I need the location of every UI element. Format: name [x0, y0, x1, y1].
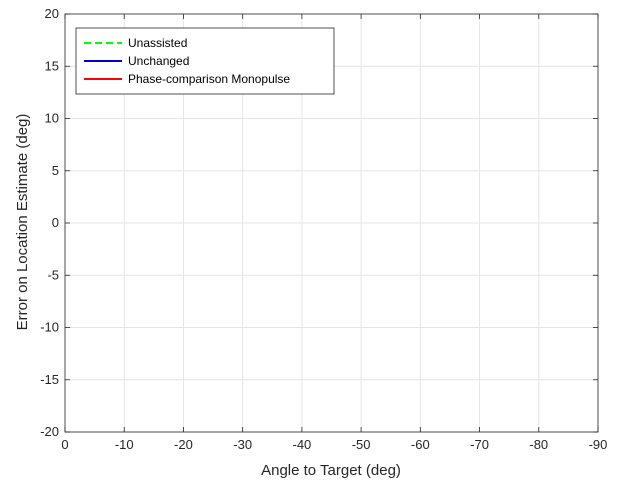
y-tick-label: 20 — [45, 6, 59, 21]
tick-labels: 0 -10 -20 -30 -40 -50 -60 -70 -80 -90-20-15-10-50… — [40, 6, 607, 452]
ticks — [64, 13, 599, 433]
x-tick-label: -70 — [470, 437, 489, 452]
legend-label-unchanged: Unchanged — [128, 54, 189, 68]
y-tick-label: -20 — [40, 424, 59, 439]
x-tick-label: -40 — [292, 437, 311, 452]
x-axis-label: Angle to Target (deg) — [261, 462, 401, 479]
series-layer — [65, 221, 66, 229]
x-tick-label: -50 — [352, 437, 371, 452]
x-tick-label: 0 — [61, 437, 68, 452]
legend-label-monopulse: Phase-comparison Monopulse — [128, 72, 290, 86]
x-tick-label: -10 — [115, 437, 134, 452]
y-tick-label: 5 — [52, 163, 59, 178]
y-tick-label: -10 — [40, 320, 59, 335]
y-tick-label: 10 — [45, 111, 59, 126]
x-tick-label: -20 — [174, 437, 193, 452]
x-tick-label: -30 — [233, 437, 252, 452]
y-tick-label: 15 — [45, 58, 59, 73]
y-tick-label: -5 — [47, 267, 59, 282]
legend-label-unassisted: Unassisted — [128, 36, 187, 50]
x-tick-label: -90 — [589, 437, 608, 452]
x-tick-label: -60 — [411, 437, 430, 452]
x-tick-label: -80 — [529, 437, 548, 452]
legend: Unassisted Unchanged Phase-comparison Mo… — [75, 27, 335, 95]
y-tick-label: 0 — [52, 215, 59, 230]
y-tick-label: -15 — [40, 372, 59, 387]
y-axis-label: Error on Location Estimate (deg) — [14, 114, 31, 331]
